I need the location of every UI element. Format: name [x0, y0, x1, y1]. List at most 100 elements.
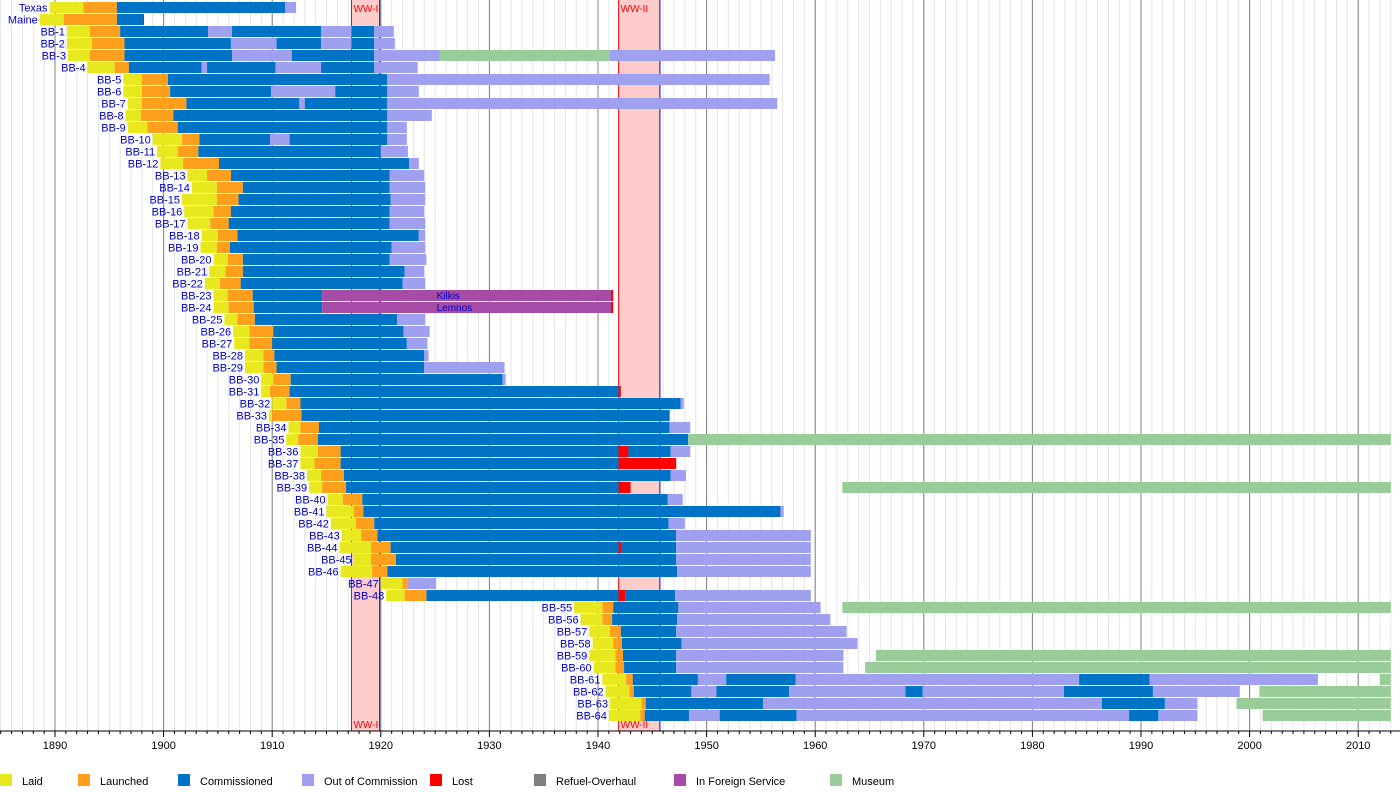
bar-segment-commissioned	[301, 410, 670, 421]
ship-label: BB-13	[155, 171, 186, 183]
bar-segment-lost	[618, 482, 631, 493]
bar-segment-out	[389, 206, 425, 217]
bar-segment-out	[681, 638, 858, 649]
bar-segment-commissioned	[124, 50, 233, 61]
bar-segment-out	[677, 614, 831, 625]
bar-segment-out	[404, 266, 425, 277]
x-tick-label: 1900	[151, 740, 175, 752]
bar-segment-laid	[326, 506, 354, 517]
bar-segment-launched	[321, 470, 344, 481]
bar-segment-commissioned	[621, 638, 682, 649]
bar-segment-commissioned	[644, 710, 690, 721]
bar-segment-commissioned	[186, 98, 300, 109]
legend-label-laid: Laid	[22, 776, 43, 788]
bar-segment-commissioned	[116, 14, 143, 25]
bar-segment-foreign	[322, 290, 612, 301]
bar-segment-commissioned	[632, 674, 698, 685]
bar-segment-launched	[615, 650, 623, 661]
ship-label: BB-56	[548, 615, 579, 627]
bar-segment-launched	[613, 638, 622, 649]
bar-segment-commissioned	[351, 38, 375, 49]
bar-segment-commissioned	[290, 374, 503, 385]
bar-segment-out	[406, 338, 428, 349]
bar-segment-out	[389, 254, 427, 265]
bar-segment-commissioned	[719, 710, 797, 721]
bar-segment-commissioned	[374, 518, 669, 529]
bar-segment-launched	[371, 554, 397, 565]
bar-segment-commissioned	[128, 62, 202, 73]
bar-segment-out	[670, 446, 691, 457]
bar-segment-commissioned	[167, 74, 388, 85]
bar-segment-laid	[213, 254, 228, 265]
bar-segment-launched	[177, 146, 199, 157]
bar-segment-laid	[245, 350, 264, 361]
bar-segment-launched	[216, 194, 239, 205]
bar-segment-lost	[618, 542, 622, 553]
ship-label: BB-38	[274, 471, 305, 483]
bar-segment-laid	[213, 290, 228, 301]
ship-label: BB-1	[40, 27, 64, 39]
bar-segment-laid	[272, 398, 287, 409]
bar-segment-commissioned	[232, 26, 322, 37]
bar-segment-laid	[380, 578, 403, 589]
war-label-bottom: WW-I	[353, 720, 378, 731]
bar-segment-launched	[89, 26, 121, 37]
war-label-top: WW-I	[353, 4, 378, 15]
bar-segment-launched	[213, 206, 231, 217]
ship-label: BB-18	[169, 231, 200, 243]
bar-segment-laid	[268, 410, 273, 421]
bar-segment-out	[387, 86, 419, 97]
bar-segment-commissioned	[304, 98, 388, 109]
bar-segment-laid	[160, 158, 184, 169]
ship-label: BB-45	[321, 555, 352, 567]
bar-segment-laid	[200, 242, 217, 253]
bar-segment-out	[1149, 674, 1319, 685]
bar-segment-out	[374, 38, 395, 49]
bar-segment-commissioned	[242, 182, 390, 193]
legend-swatch-lost	[430, 774, 442, 786]
bar-segment-launched	[322, 482, 347, 493]
bar-segment-commissioned	[252, 290, 323, 301]
bar-segment-laid	[341, 530, 362, 541]
bar-segment-commissioned	[254, 314, 398, 325]
legend-label-out: Out of Commission	[324, 776, 418, 788]
ship-label: BB-35	[254, 435, 285, 447]
ship-label: BB-55	[542, 603, 573, 615]
x-tick-label: 1970	[912, 740, 936, 752]
bar-segment-launched	[227, 254, 243, 265]
bar-segment-lost	[618, 458, 677, 469]
bar-segment-launched	[83, 2, 117, 13]
bar-segment-out	[321, 38, 352, 49]
bar-segment-launched	[615, 662, 625, 673]
bar-segment-laid	[327, 494, 343, 505]
bar-segment-launched	[249, 326, 274, 337]
bar-segment-out	[675, 590, 811, 601]
x-tick-label: 1960	[803, 740, 827, 752]
bar-segment-laid	[182, 194, 217, 205]
ship-label: BB-41	[294, 507, 325, 519]
ship-label: BB-63	[577, 699, 608, 711]
bar-segment-launched	[141, 98, 187, 109]
bar-segment-laid	[209, 266, 226, 277]
bar-segment-launched	[372, 566, 388, 577]
bar-segment-laid	[152, 134, 183, 145]
ship-label: BB-23	[181, 291, 212, 303]
bar-segment-commissioned	[177, 122, 388, 133]
bar-segment-launched	[237, 314, 255, 325]
bar-segment-commissioned	[390, 542, 619, 553]
bar-segment-launched	[640, 710, 645, 721]
bar-segment-launched	[609, 626, 621, 637]
bar-segment-museum	[842, 602, 1391, 613]
bar-segment-launched	[183, 158, 219, 169]
ship-label: BB-30	[229, 375, 260, 387]
bar-segment-launched	[270, 386, 290, 397]
bar-segment-museum	[1236, 698, 1391, 709]
bar-segment-laid	[187, 218, 211, 229]
bar-segment-launched	[182, 134, 200, 145]
bar-segment-out	[780, 506, 784, 517]
bar-segment-commissioned	[624, 662, 677, 673]
bar-segment-laid	[339, 542, 372, 553]
bar-segment-out	[232, 50, 292, 61]
legend-swatch-foreign	[674, 774, 686, 786]
bar-segment-launched	[227, 290, 253, 301]
